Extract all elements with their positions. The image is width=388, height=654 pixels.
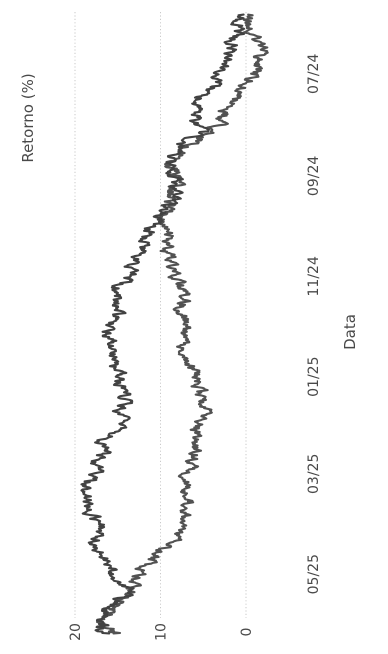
x-tick-label-07-24: 07/24: [306, 54, 322, 94]
series-line-2: [95, 13, 269, 635]
grid-lines: [74, 12, 247, 618]
x-tick-label-09-24: 09/24: [306, 156, 322, 196]
x-tick-label-11-24: 11/24: [306, 256, 322, 296]
y-tick-labels: 0 10 20: [68, 623, 255, 641]
series-layer: [80, 13, 269, 635]
x-tick-labels: 07/24 09/24 11/24 01/25 03/25 05/25: [306, 54, 322, 595]
y-tick-label-10: 10: [154, 623, 170, 641]
x-tick-label-01-25: 01/25: [306, 357, 322, 397]
x-axis-title: Data: [341, 314, 359, 350]
y-tick-label-20: 20: [68, 623, 84, 641]
y-axis-title: Retorno (%): [19, 73, 37, 162]
x-tick-label-05-25: 05/25: [306, 554, 322, 594]
x-tick-label-03-25: 03/25: [306, 454, 322, 494]
y-tick-label-0: 0: [239, 628, 255, 637]
series-line-1: [80, 13, 246, 635]
